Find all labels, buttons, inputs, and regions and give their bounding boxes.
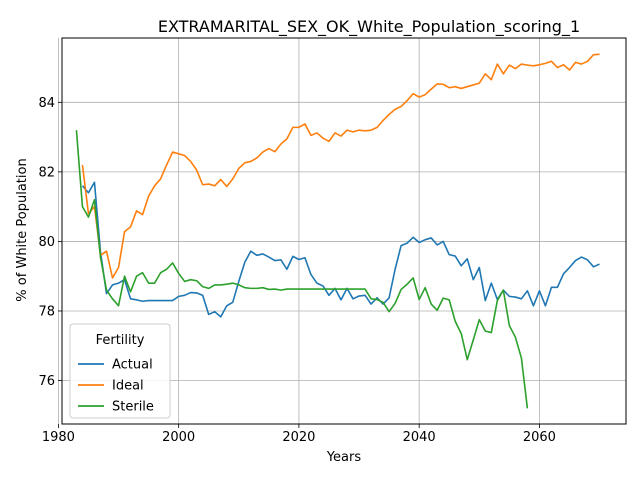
x-tick-label: 2060	[523, 430, 556, 445]
y-tick-label: 80	[38, 235, 55, 250]
series-layer	[75, 53, 600, 409]
legend-label-sterile: Sterile	[112, 400, 154, 415]
y-tick-label: 76	[38, 374, 55, 389]
y-tick-label: 78	[38, 304, 55, 319]
axis-ticks: 1980 2000 2020 2040 2060 76 78 80 82 84	[38, 96, 556, 445]
y-tick-label: 82	[38, 165, 55, 180]
series-line-actual	[81, 181, 600, 318]
y-tick-label: 84	[38, 96, 55, 111]
x-tick-label: 2020	[282, 430, 315, 445]
series-line-sterile	[75, 130, 529, 409]
y-axis-label: % of White Population	[15, 158, 30, 301]
legend-label-ideal: Ideal	[112, 379, 144, 394]
x-axis-label: Years	[326, 450, 362, 465]
legend-box	[69, 323, 171, 419]
x-tick-label: 2040	[403, 430, 436, 445]
plot-frame	[61, 37, 627, 425]
series-line-ideal	[81, 53, 600, 279]
x-tick-label: 2000	[162, 430, 195, 445]
legend: Fertility Actual Ideal Sterile	[69, 323, 171, 419]
legend-label-actual: Actual	[112, 358, 153, 373]
x-tick-label: 1980	[42, 430, 75, 445]
legend-title: Fertility	[96, 333, 145, 348]
chart-title: EXTRAMARITAL_SEX_OK_White_Population_sco…	[158, 17, 580, 37]
